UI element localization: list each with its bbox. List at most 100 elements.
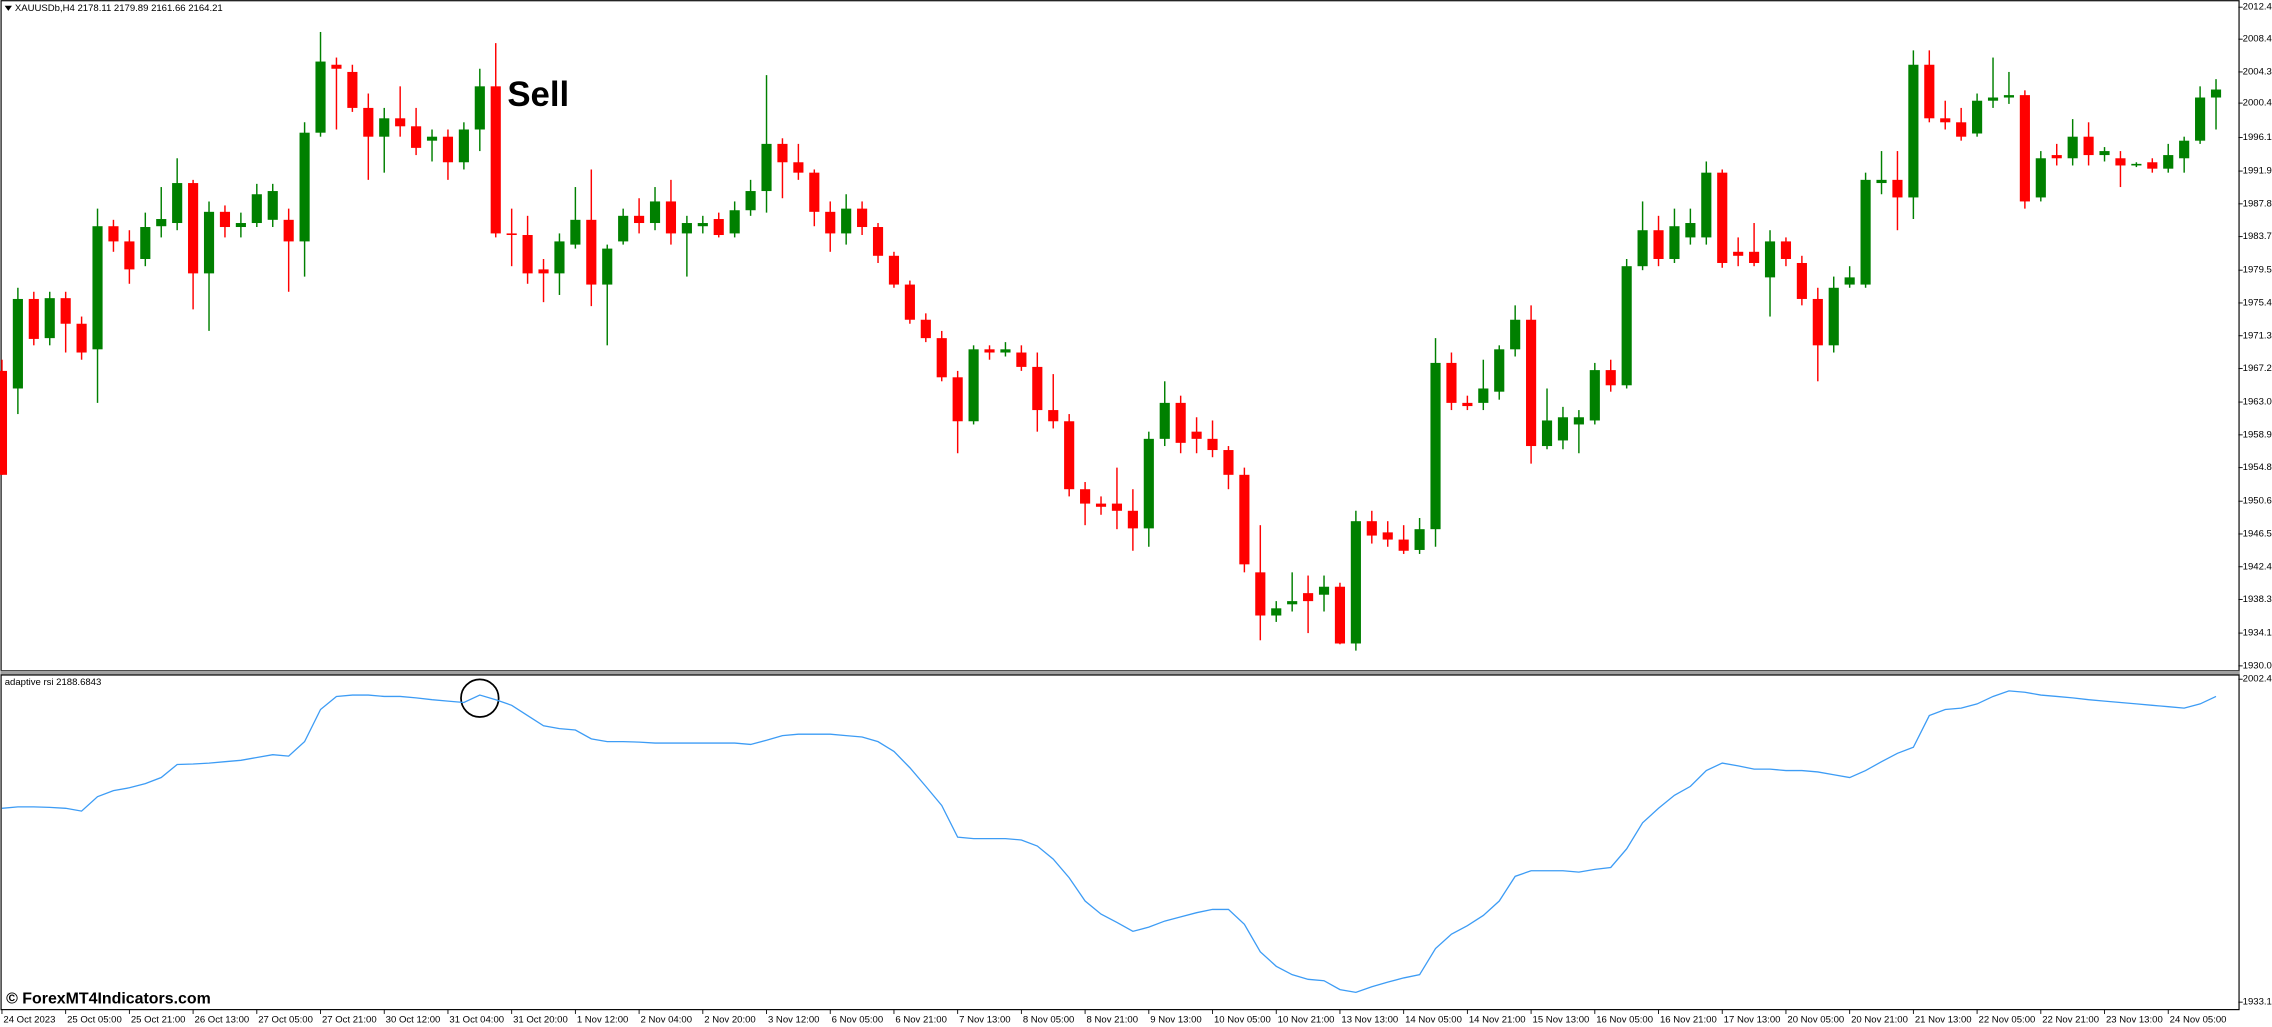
x-tick-label: 22 Nov 21:00: [2042, 1014, 2099, 1025]
x-tick-label: 10 Nov 21:00: [1278, 1014, 1335, 1025]
title-arrow: [4, 5, 12, 11]
candle-body: [28, 298, 39, 339]
x-tick-label: 17 Nov 13:00: [1724, 1014, 1781, 1025]
candle-body: [1223, 450, 1234, 475]
candle-body: [1494, 349, 1505, 392]
sell-annotation: Sell: [507, 76, 569, 114]
candle-body: [60, 298, 71, 324]
candle-body: [1032, 366, 1043, 411]
candle-body: [697, 223, 708, 227]
candle-body: [1717, 172, 1728, 263]
x-tick-label: 7 Nov 13:00: [959, 1014, 1010, 1025]
candle-body: [872, 227, 884, 256]
y-tick-label: 1938.3: [2243, 594, 2272, 605]
y-tick-label: 1996.1: [2243, 132, 2272, 143]
candle-body: [2131, 163, 2142, 166]
candle-body: [347, 71, 358, 108]
rsi-title: adaptive rsi 2188.6843: [5, 677, 102, 688]
candle-body: [1621, 266, 1632, 386]
candle-body: [1987, 97, 1999, 101]
candle-body: [1207, 438, 1218, 451]
candle-body: [2083, 136, 2094, 156]
candle-body: [1000, 349, 1011, 353]
candle-body: [1287, 601, 1298, 605]
candle-body: [1398, 539, 1409, 551]
candle-body: [315, 61, 326, 133]
candle-body: [2035, 158, 2046, 198]
candle-body: [1350, 521, 1361, 644]
y-tick-label: 1958.9: [2243, 429, 2272, 440]
candle-body: [1940, 118, 1951, 123]
y-tick-label: 1946.5: [2243, 529, 2272, 540]
candle-body: [1478, 388, 1489, 403]
candle-body: [1749, 251, 1760, 263]
y-tick-label: 1950.6: [2243, 496, 2272, 507]
x-tick-label: 9 Nov 13:00: [1150, 1014, 1201, 1025]
candle-body: [1510, 319, 1521, 350]
candle-body: [2003, 95, 2015, 98]
x-tick-label: 16 Nov 05:00: [1596, 1014, 1653, 1025]
x-tick-label: 24 Nov 05:00: [2170, 1014, 2227, 1025]
candle-body: [1191, 431, 1202, 439]
candle-body: [219, 211, 231, 228]
x-tick-label: 20 Nov 21:00: [1851, 1014, 1908, 1025]
x-tick-label: 1 Nov 12:00: [577, 1014, 628, 1025]
candle-body: [1080, 489, 1091, 504]
x-tick-label: 31 Oct 04:00: [449, 1014, 504, 1025]
candle-body: [458, 129, 469, 163]
candle-body: [1064, 421, 1075, 490]
candle-body: [920, 319, 931, 339]
candle-body: [1605, 370, 1616, 386]
x-tick-label: 24 Oct 2023: [3, 1014, 55, 1025]
y-tick-label: 1979.5: [2243, 265, 2272, 276]
x-tick-label: 10 Nov 05:00: [1214, 1014, 1271, 1025]
candle-body: [1127, 510, 1138, 529]
x-tick-label: 16 Nov 21:00: [1660, 1014, 1717, 1025]
candle-body: [904, 284, 915, 320]
y-tick-label: 2008.4: [2243, 34, 2272, 45]
candle-body: [1095, 503, 1107, 507]
candle-body: [586, 219, 597, 285]
candle-body: [1271, 608, 1282, 616]
candle-body: [426, 136, 438, 141]
candle-body: [1844, 277, 1855, 285]
candle-body: [1048, 410, 1059, 422]
candle-body: [1701, 172, 1712, 238]
x-tick-label: 15 Nov 13:00: [1533, 1014, 1590, 1025]
candle-body: [1573, 417, 1584, 425]
signal-circle: [460, 678, 500, 718]
candle-body: [952, 377, 963, 422]
candle-body: [1334, 586, 1346, 644]
y-tick-label: 1963.0: [2243, 397, 2272, 408]
x-tick-label: 14 Nov 21:00: [1469, 1014, 1526, 1025]
y-tick-label: 1933.1: [2243, 997, 2272, 1008]
candle-body: [1589, 370, 1600, 421]
candle-body: [203, 211, 215, 274]
candle-body: [1653, 230, 1664, 259]
candle-body: [331, 64, 342, 69]
candle-body: [1876, 179, 1887, 184]
candle-body: [793, 162, 804, 173]
y-tick-label: 2004.3: [2243, 66, 2272, 77]
candle-body: [490, 86, 501, 234]
candle-body: [0, 370, 8, 475]
candle-body: [1860, 179, 1871, 285]
candle-body: [2179, 140, 2190, 159]
candle-body: [936, 338, 947, 378]
candle-body: [602, 248, 613, 285]
candle-body: [649, 201, 661, 224]
x-tick-label: 30 Oct 12:00: [386, 1014, 441, 1025]
candle-body: [1446, 362, 1457, 403]
candle-body: [634, 215, 645, 224]
x-tick-label: 27 Oct 05:00: [258, 1014, 313, 1025]
candle-body: [1462, 402, 1473, 407]
candle-body: [1956, 122, 1967, 137]
candle-body: [108, 226, 119, 242]
candle-body: [2067, 136, 2078, 159]
y-tick-label: 2012.4: [2243, 2, 2272, 13]
candle-body: [395, 118, 406, 127]
rsi-line: [1, 690, 2217, 994]
candle-body: [713, 219, 724, 236]
candle-body: [1972, 100, 1983, 134]
candle-body: [1255, 572, 1266, 616]
